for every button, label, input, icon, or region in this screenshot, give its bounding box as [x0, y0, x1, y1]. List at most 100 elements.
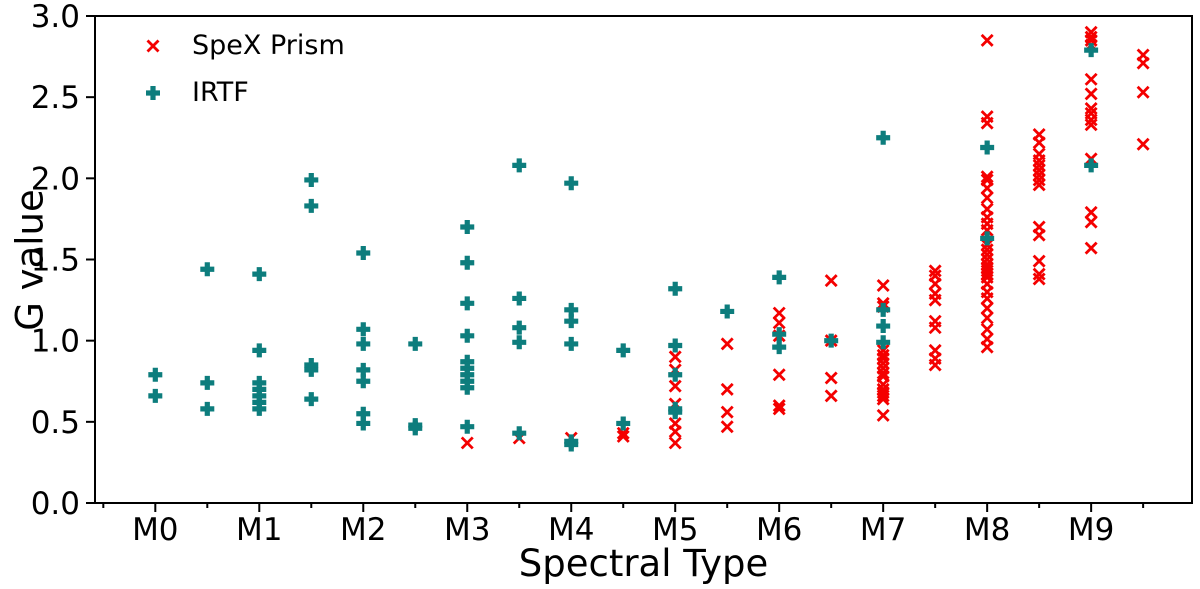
data-point-irtf [148, 367, 163, 382]
data-point-spex [1032, 136, 1046, 150]
data-point-irtf [1084, 43, 1099, 58]
data-point-spex [1032, 163, 1046, 177]
series-spex-prism [460, 25, 1150, 450]
data-point-irtf [876, 319, 891, 334]
spex-x-marker-icon [146, 39, 160, 52]
data-point-spex [1032, 267, 1046, 281]
data-point-spex [720, 420, 734, 434]
legend-label-spex: SpeX Prism [192, 30, 345, 61]
legend-marker-glyph [146, 85, 160, 100]
data-point-spex [928, 264, 942, 278]
data-point-spex [720, 382, 734, 396]
data-point-spex [876, 278, 890, 292]
data-point-spex [980, 301, 994, 315]
x-tick-label: M6 [756, 512, 802, 548]
x-tick-label: M8 [964, 512, 1010, 548]
data-point-irtf [356, 246, 371, 261]
data-point-spex [1084, 241, 1098, 255]
data-point-spex [980, 322, 994, 336]
data-point-spex [1136, 56, 1150, 70]
data-point-spex [1084, 102, 1098, 116]
data-point-spex [772, 316, 786, 330]
data-point-spex [824, 389, 838, 403]
data-point-spex [928, 321, 942, 335]
data-point-spex [876, 366, 890, 380]
y-tick-label: 0.5 [31, 405, 80, 441]
data-point-irtf [252, 401, 267, 416]
data-point-spex [980, 223, 994, 237]
x-tick-label: M9 [1068, 512, 1114, 548]
data-point-spex [1084, 205, 1098, 219]
data-point-irtf [460, 220, 475, 235]
data-point-irtf [200, 262, 215, 277]
data-point-irtf [564, 437, 579, 452]
data-point-spex [668, 350, 682, 364]
data-point-spex [720, 337, 734, 351]
data-point-spex [772, 402, 786, 416]
data-point-irtf [616, 343, 631, 358]
data-point-spex [668, 425, 682, 439]
data-point-spex [1136, 137, 1150, 151]
data-point-spex [1032, 153, 1046, 167]
x-tick-label: M1 [236, 512, 282, 548]
data-point-irtf [512, 291, 527, 306]
x-axis-label: Spectral Type [518, 542, 769, 585]
data-point-irtf [356, 374, 371, 389]
y-axis-label: G value [8, 189, 52, 331]
data-point-spex [876, 408, 890, 422]
data-point-irtf [1084, 158, 1099, 173]
data-point-irtf [772, 270, 787, 285]
irtf-plus-marker-icon [146, 85, 160, 100]
data-point-irtf [512, 335, 527, 350]
data-point-irtf [460, 380, 475, 395]
data-point-irtf [356, 336, 371, 351]
data-point-spex [1032, 173, 1046, 187]
data-point-spex [1032, 254, 1046, 268]
data-point-spex [1084, 72, 1098, 86]
data-point-irtf [616, 416, 631, 431]
data-point-spex [1084, 113, 1098, 127]
data-point-spex [1136, 85, 1150, 99]
data-point-irtf [304, 172, 319, 187]
data-point-spex [772, 368, 786, 382]
data-point-spex [1032, 158, 1046, 172]
data-point-spex [980, 311, 994, 325]
data-point-irtf [356, 416, 371, 431]
legend-label-irtf: IRTF [192, 77, 249, 108]
data-point-irtf [304, 362, 319, 377]
data-point-spex [928, 358, 942, 372]
data-point-irtf [512, 320, 527, 335]
data-point-irtf [460, 296, 475, 311]
data-point-irtf [148, 388, 163, 403]
data-point-irtf [304, 392, 319, 407]
data-point-irtf [408, 336, 423, 351]
data-point-irtf [200, 401, 215, 416]
y-tick-label: 2.0 [31, 161, 80, 197]
y-tick-label: 1.0 [31, 324, 80, 360]
data-point-spex [928, 293, 942, 307]
data-point-spex [980, 248, 994, 262]
data-point-irtf [824, 333, 839, 348]
data-point-irtf [876, 302, 891, 317]
series-irtf [148, 43, 1099, 452]
y-tick-label: 0.0 [31, 486, 80, 522]
data-point-irtf [980, 140, 995, 155]
data-point-irtf [200, 375, 215, 390]
legend-marker-glyph [146, 39, 160, 52]
data-point-spex [980, 191, 994, 205]
x-tick-label: M4 [548, 512, 594, 548]
data-point-spex [460, 436, 474, 450]
data-point-irtf [668, 405, 683, 420]
data-point-spex [980, 291, 994, 305]
data-point-spex [824, 274, 838, 288]
x-tick-label: M7 [860, 512, 906, 548]
data-point-spex [720, 405, 734, 419]
data-point-spex [668, 379, 682, 393]
data-point-irtf [564, 176, 579, 191]
data-point-spex [668, 436, 682, 450]
data-point-spex [980, 181, 994, 195]
x-tick-label: M3 [444, 512, 490, 548]
legend: SpeX Prism IRTF [138, 22, 345, 116]
x-tick-label: M2 [340, 512, 386, 548]
